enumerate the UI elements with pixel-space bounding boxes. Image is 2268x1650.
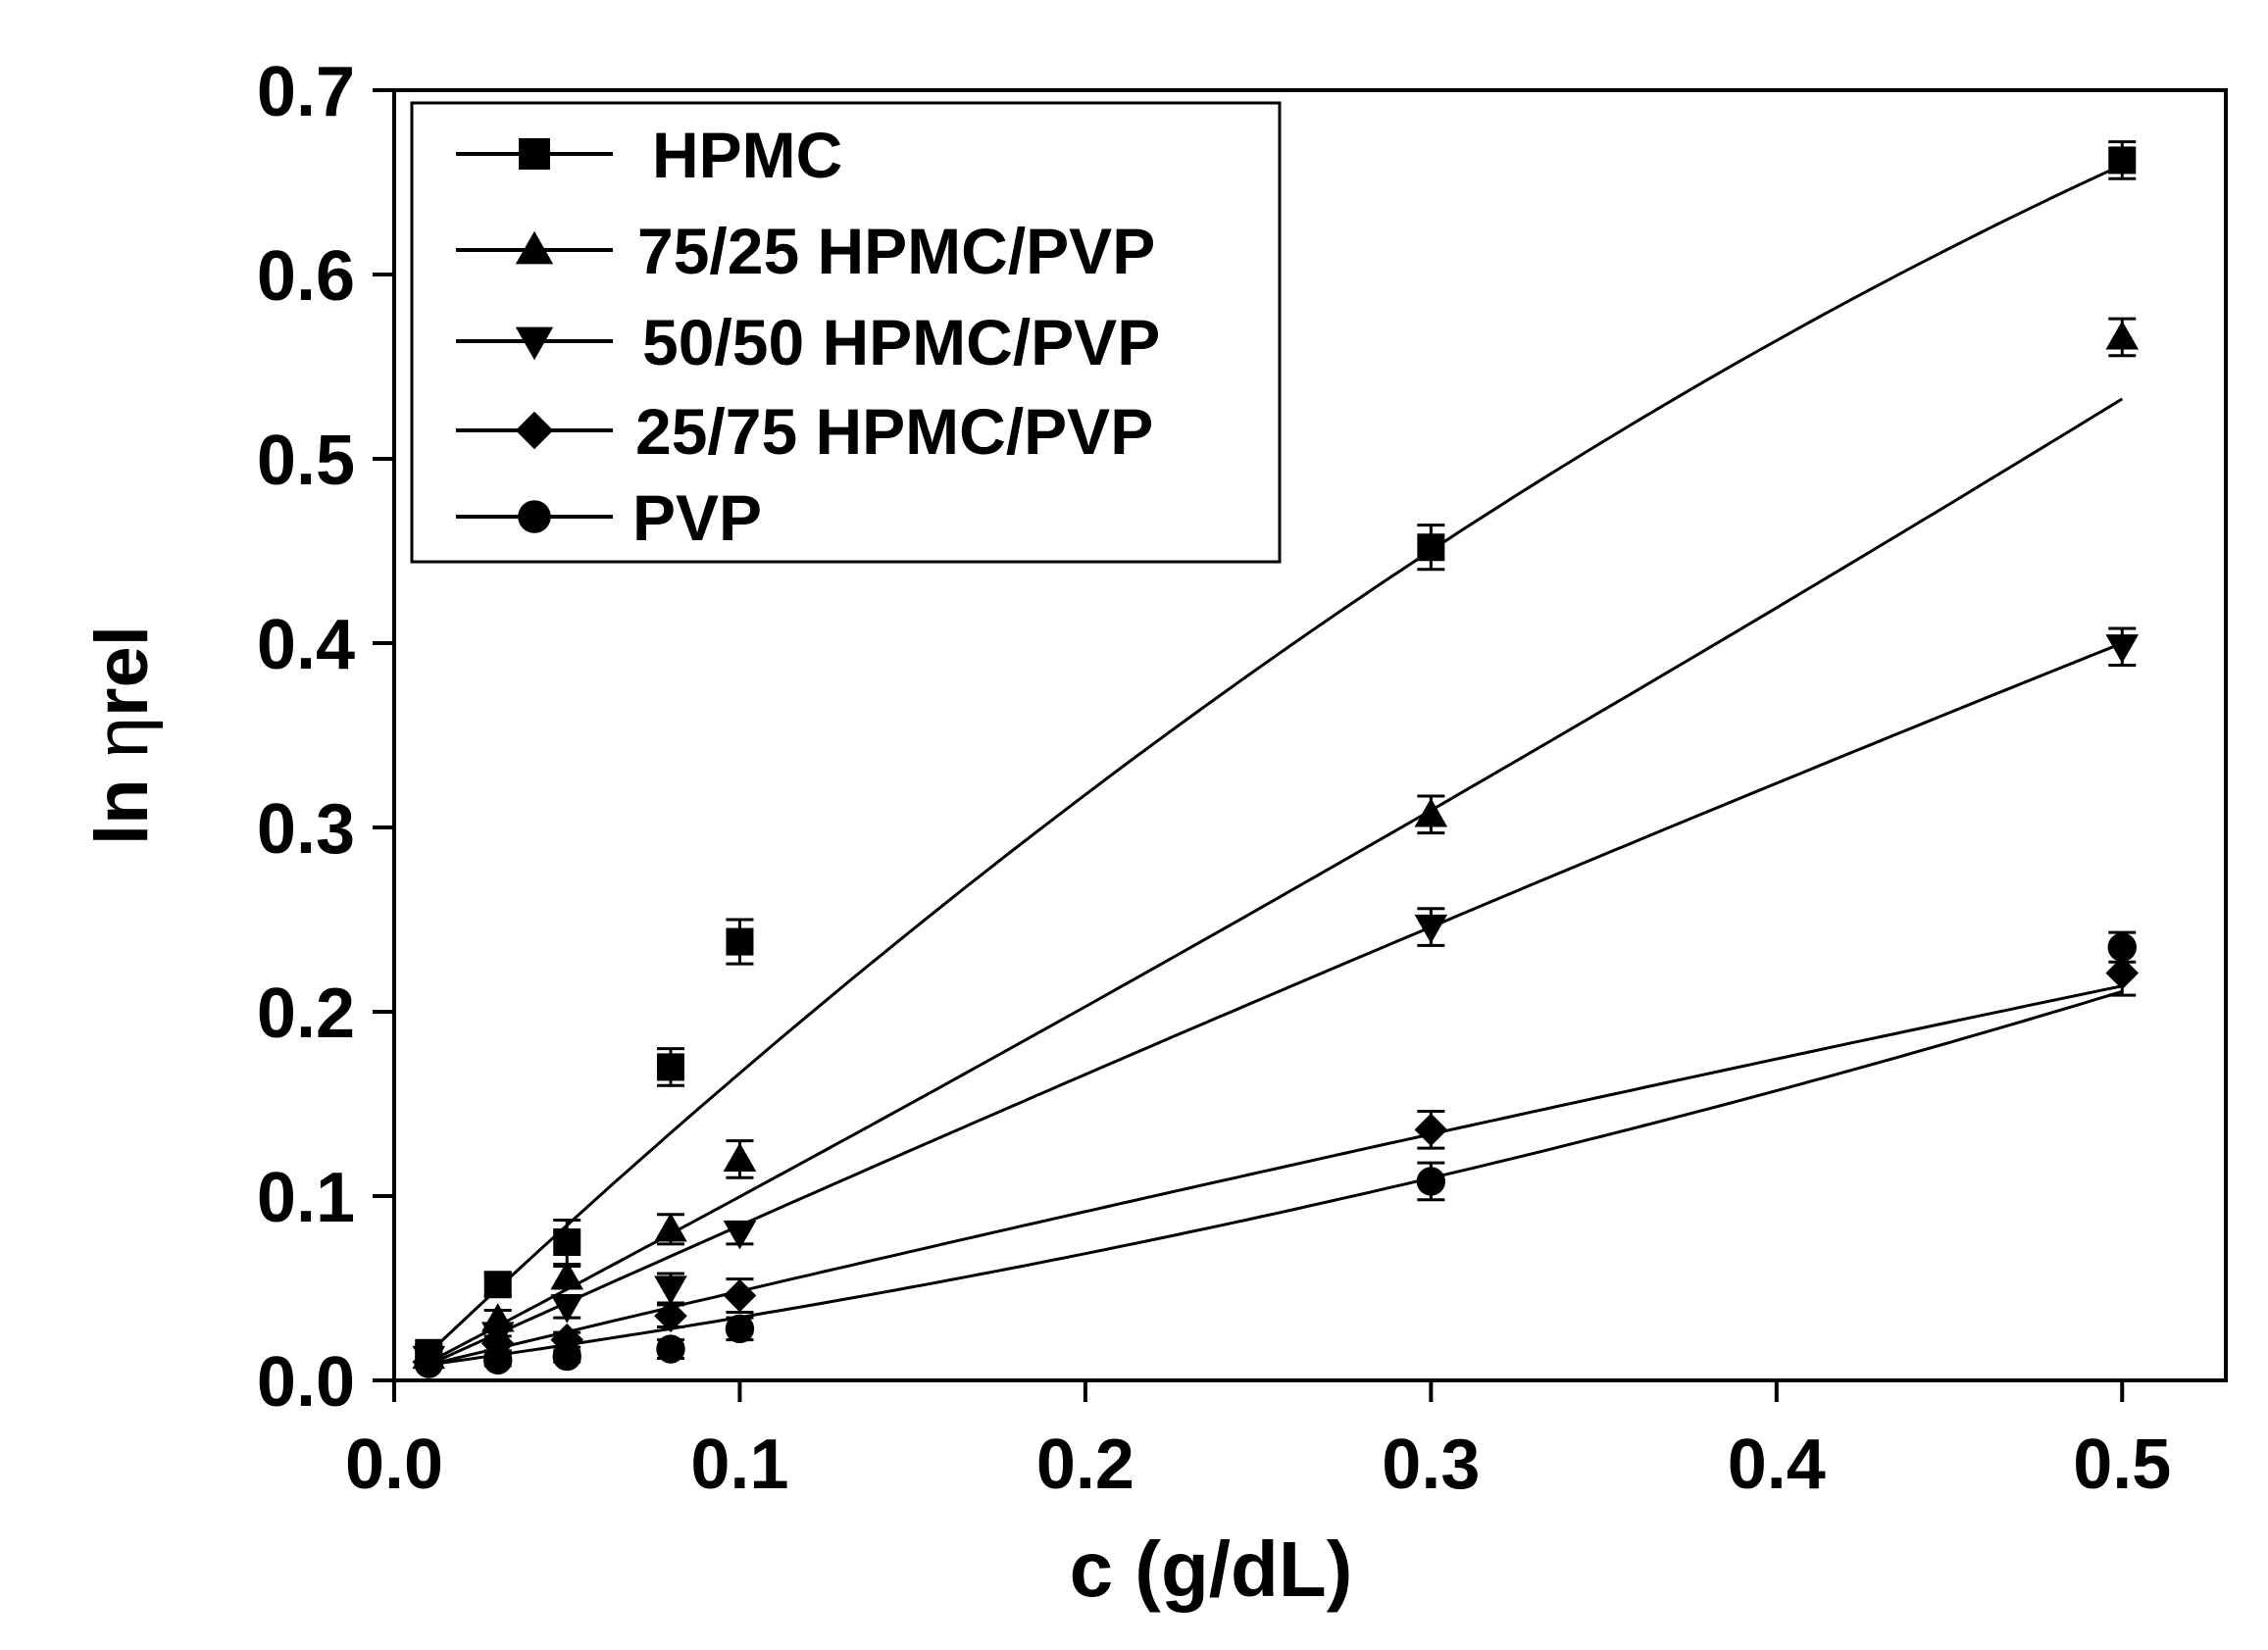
- data-point: [2107, 932, 2137, 962]
- y-axis-label: ln ηrel: [80, 625, 164, 845]
- data-point: [723, 1142, 757, 1172]
- legend-label: PVP: [632, 481, 762, 554]
- y-axis-label-suffix: rel: [80, 625, 164, 717]
- y-axis-label-symbol: η: [80, 717, 164, 758]
- plot-frame: [392, 88, 2228, 1382]
- data-point: [726, 927, 754, 956]
- data-point: [656, 1053, 684, 1081]
- series-group: [414, 930, 2137, 1378]
- fit-line: [428, 163, 2123, 1355]
- data-point: [550, 1294, 584, 1324]
- data-point: [1414, 1113, 1448, 1147]
- data-point: [1416, 1167, 1446, 1196]
- legend-marker: [515, 230, 554, 265]
- x-tick-label: 0.4: [1728, 1425, 1826, 1504]
- legend-marker: [519, 138, 550, 170]
- y-tick-label: 0.3: [257, 790, 355, 869]
- data-point: [2105, 634, 2140, 664]
- x-tick-label: 0.0: [345, 1425, 443, 1504]
- data-point: [414, 1349, 443, 1378]
- data-point: [2108, 146, 2137, 175]
- data-point: [723, 1278, 757, 1313]
- data-point: [1417, 533, 1445, 562]
- legend-label: 75/25 HPMC/PVP: [637, 215, 1155, 287]
- legend-label: HPMC: [652, 119, 842, 191]
- data-point: [654, 1299, 687, 1332]
- fit-line: [428, 989, 2123, 1367]
- y-tick-label: 0.6: [257, 237, 355, 316]
- legend-label: 50/50 HPMC/PVP: [642, 306, 1160, 378]
- y-tick-label: 0.0: [257, 1343, 355, 1422]
- y-axis-label-prefix: ln: [80, 758, 164, 845]
- data-point: [656, 1334, 685, 1364]
- data-point: [725, 1314, 755, 1344]
- data-point: [483, 1271, 512, 1299]
- y-tick-label: 0.7: [257, 53, 355, 131]
- legend-marker: [518, 500, 551, 533]
- y-axis: 0.0 0.1 0.2 0.3 0.4 0.5 0.6 0.7: [257, 53, 394, 1422]
- x-tick-label: 0.5: [2073, 1425, 2171, 1504]
- data-point: [654, 1275, 687, 1305]
- data-point: [2105, 321, 2140, 350]
- data-point: [1414, 798, 1448, 827]
- legend: HPMC 75/25 HPMC/PVP 50/50 HPMC/PVP 25/75 HP…: [410, 101, 1282, 564]
- series-group: [412, 626, 2140, 1375]
- x-tick-label: 0.1: [690, 1425, 788, 1504]
- legend-box: [410, 101, 1282, 564]
- data-point: [654, 1213, 687, 1242]
- data-point: [553, 1228, 581, 1256]
- y-tick-label: 0.2: [257, 975, 355, 1053]
- legend-marker: [515, 326, 554, 361]
- fit-line: [428, 641, 2123, 1367]
- x-tick-label: 0.3: [1382, 1425, 1480, 1504]
- plot-area: [412, 140, 2140, 1378]
- data-point: [552, 1341, 581, 1372]
- x-axis: 0.0 0.1 0.2 0.3 0.4 0.5: [345, 1380, 2171, 1504]
- legend-marker: [515, 411, 554, 450]
- x-tick-label: 0.2: [1036, 1425, 1134, 1504]
- fit-line: [428, 397, 2124, 1364]
- y-tick-label: 0.1: [257, 1159, 355, 1237]
- y-tick-label: 0.5: [257, 422, 355, 500]
- data-point: [483, 1345, 513, 1375]
- fit-line: [428, 984, 2123, 1367]
- x-axis-label: c (g/dL): [1070, 1525, 1353, 1613]
- series-group: [415, 140, 2137, 1367]
- data-point: [2105, 956, 2140, 990]
- data-point: [1414, 914, 1448, 944]
- legend-label: 25/75 HPMC/PVP: [635, 395, 1153, 468]
- data-point: [723, 1221, 757, 1250]
- y-tick-label: 0.4: [257, 606, 355, 684]
- data-point: [550, 1260, 584, 1290]
